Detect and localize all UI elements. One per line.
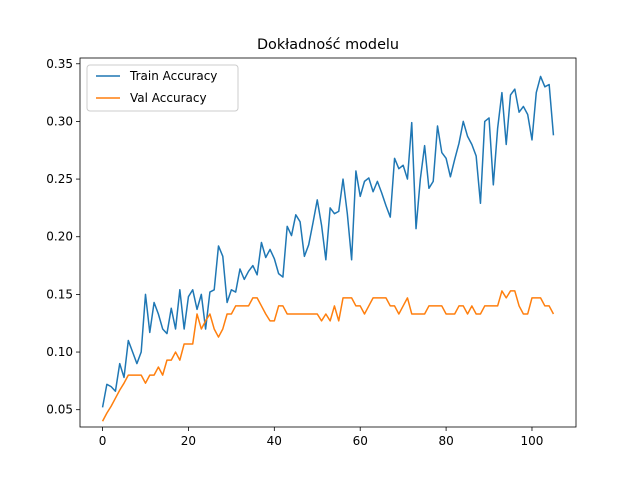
y-tick-label-2: 0.15 — [46, 287, 73, 301]
y-tick-label-1: 0.10 — [46, 345, 73, 359]
x-tick-label-40: 40 — [267, 434, 282, 448]
x-tick-label-20: 20 — [181, 434, 196, 448]
x-tick-label-80: 80 — [438, 434, 453, 448]
x-tick-label-100: 100 — [521, 434, 544, 448]
y-tick-label-0: 0.05 — [46, 403, 73, 417]
val-accuracy-line — [101, 290, 555, 422]
x-tick-label-60: 60 — [353, 434, 368, 448]
legend-val-label: Val Accuracy — [130, 91, 207, 105]
axes-frame — [79, 57, 577, 428]
legend-train-label: Train Accuracy — [129, 69, 217, 83]
x-tick-label-0: 0 — [99, 434, 107, 448]
legend: Train Accuracy Val Accuracy — [86, 64, 239, 112]
y-tick-label-3: 0.20 — [46, 230, 73, 244]
plot-area: 0 20 40 60 80 100 0.05 0.10 0.15 0.20 0.25 0.30 0.35 — [46, 57, 555, 448]
train-accuracy-line — [101, 75, 555, 408]
y-tick-label-5: 0.30 — [46, 114, 73, 128]
legend-box — [86, 64, 239, 112]
chart-title: Dokładność modelu — [257, 37, 399, 53]
y-tick-label-6: 0.35 — [46, 57, 73, 71]
y-tick-label-4: 0.25 — [46, 172, 73, 186]
